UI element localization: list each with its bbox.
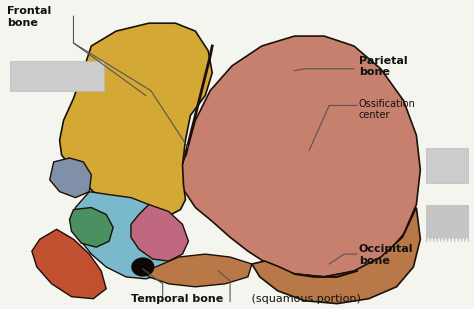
FancyBboxPatch shape [426,148,468,183]
Text: Temporal bone: Temporal bone [131,294,223,304]
Polygon shape [143,254,252,287]
Polygon shape [73,192,179,279]
FancyBboxPatch shape [10,61,104,91]
Polygon shape [60,23,212,221]
FancyBboxPatch shape [426,205,468,242]
Text: (squamous portion): (squamous portion) [248,294,361,304]
Polygon shape [181,36,420,277]
Polygon shape [32,229,106,299]
Polygon shape [131,205,189,261]
Polygon shape [70,208,113,247]
Text: Parietal
bone: Parietal bone [359,56,408,78]
Polygon shape [252,208,420,304]
Text: Ossification
center: Ossification center [359,99,416,120]
Polygon shape [50,158,91,198]
Text: Occipital
bone: Occipital bone [359,244,413,266]
Text: Frontal
bone: Frontal bone [7,6,51,28]
Ellipse shape [132,258,154,276]
